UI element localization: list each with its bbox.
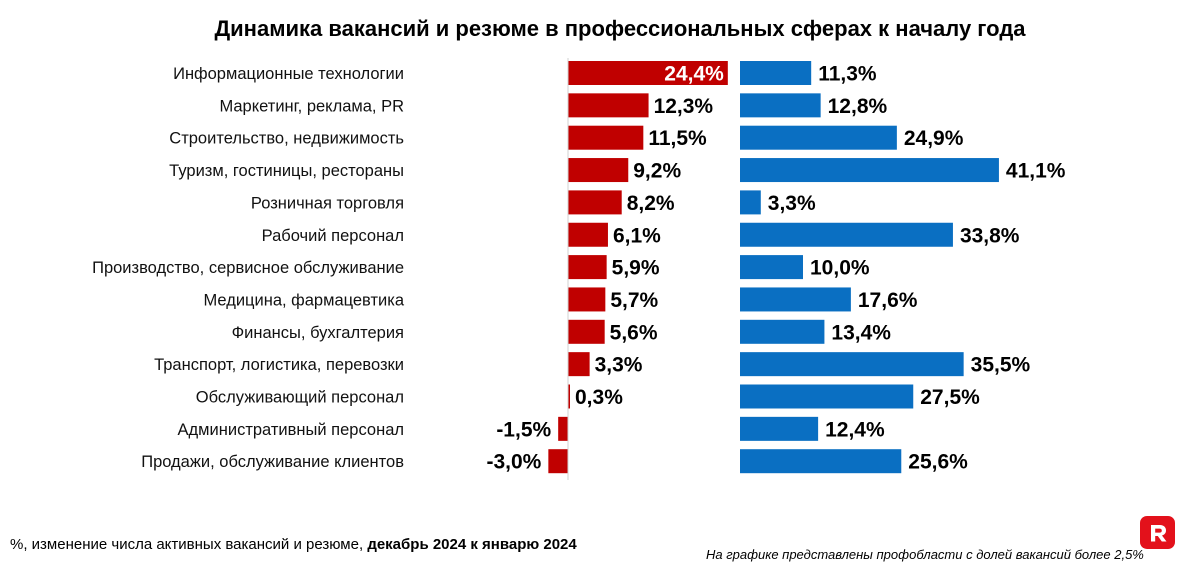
- category-label: Административный персонал: [178, 421, 404, 439]
- vacancy-value-label: 9,2%: [633, 160, 681, 183]
- logo-r-icon: [1150, 524, 1166, 541]
- vacancy-bar: [568, 158, 629, 183]
- category-label: Финансы, бухгалтерия: [232, 324, 404, 342]
- category-label: Информационные технологии: [173, 65, 404, 83]
- vacancy-bar: [558, 416, 568, 441]
- resume-bar: [740, 416, 819, 441]
- vacancy-value-label: 8,2%: [627, 192, 675, 215]
- brand-logo: [1140, 516, 1175, 549]
- vacancy-value-label: 12,3%: [654, 95, 714, 118]
- resume-bar: [740, 190, 761, 215]
- category-label: Транспорт, логистика, перевозки: [154, 356, 404, 374]
- vacancy-value-label: 24,4%: [664, 63, 724, 86]
- resume-value-label: 10,0%: [810, 257, 870, 280]
- footnote-prefix: %, изменение числа активных вакансий и р…: [10, 536, 368, 553]
- vacancy-bar: [568, 93, 649, 118]
- category-label: Производство, сервисное обслуживание: [92, 259, 404, 277]
- footnote-period: декабрь 2024 к январю 2024: [367, 536, 577, 553]
- resume-value-label: 17,6%: [858, 289, 918, 312]
- resume-value-label: 25,6%: [908, 451, 968, 474]
- resume-value-label: 11,3%: [818, 63, 877, 86]
- resume-value-label: 13,4%: [831, 321, 891, 344]
- resume-bar: [740, 255, 803, 280]
- resume-bar: [740, 222, 953, 247]
- category-labels: Информационные технологии Маркетинг, рекл…: [92, 65, 405, 471]
- vacancy-value-label: 5,9%: [612, 257, 660, 280]
- resume-value-label: 35,5%: [971, 354, 1031, 377]
- resume-value-label: 3,3%: [768, 192, 816, 215]
- vacancy-bars: 24,4% 12,3% 11,5% 9,2% 8,2% 6,1% 5,9% 5,7% 5,6% 3…: [486, 61, 728, 474]
- category-label: Продажи, обслуживание клиентов: [141, 453, 404, 471]
- category-label: Обслуживающий персонал: [196, 389, 404, 407]
- category-label: Строительство, недвижимость: [169, 130, 404, 148]
- resume-value-label: 41,1%: [1006, 160, 1066, 183]
- vacancy-bar: [568, 222, 608, 247]
- vacancy-bar: [568, 190, 622, 215]
- vacancy-bar: [568, 319, 605, 344]
- resume-bar: [740, 352, 964, 377]
- vacancy-bar: [568, 255, 607, 280]
- vacancy-bar: [568, 287, 606, 312]
- vacancy-value-label: 0,3%: [575, 386, 623, 409]
- category-label: Рабочий персонал: [262, 227, 404, 245]
- resume-value-label: 12,4%: [825, 418, 885, 441]
- resume-bar: [740, 384, 914, 409]
- vacancy-bar: [568, 352, 590, 377]
- category-label: Маркетинг, реклама, PR: [219, 97, 404, 115]
- resume-bar: [740, 449, 902, 474]
- resume-bar: [740, 319, 825, 344]
- category-label: Медицина, фармацевтика: [203, 291, 404, 309]
- resume-bar: [740, 125, 897, 150]
- footnote-note: На графике представлены профобласти с до…: [706, 547, 1144, 562]
- vacancy-bar: [568, 61, 728, 85]
- vacancy-value-label: -3,0%: [486, 451, 541, 474]
- vacancy-value-label: 6,1%: [613, 224, 661, 247]
- resume-bar: [740, 287, 851, 312]
- vacancy-bar: [568, 384, 570, 409]
- vacancy-value-label: 5,6%: [610, 321, 658, 344]
- resume-bars: 11,3% 12,8% 24,9% 41,1% 3,3% 33,8% 10,0% 17,6% 1…: [740, 61, 1066, 474]
- vacancy-bar: [548, 449, 568, 474]
- resume-bar: [740, 158, 999, 183]
- resume-value-label: 24,9%: [904, 127, 964, 150]
- chart-title: Динамика вакансий и резюме в профессиона…: [214, 16, 1026, 41]
- resume-value-label: 27,5%: [920, 386, 980, 409]
- resume-value-label: 33,8%: [960, 224, 1020, 247]
- category-label: Туризм, гостиницы, рестораны: [169, 162, 404, 180]
- vacancy-value-label: 3,3%: [595, 354, 643, 377]
- footnote-caption: %, изменение числа активных вакансий и р…: [10, 536, 577, 553]
- resume-bar: [740, 93, 821, 118]
- resume-value-label: 12,8%: [828, 95, 888, 118]
- resume-bar: [740, 61, 812, 85]
- category-label: Розничная торговля: [251, 194, 404, 212]
- vacancy-bar: [568, 125, 644, 150]
- vacancy-value-label: -1,5%: [496, 418, 551, 441]
- vacancy-value-label: 11,5%: [648, 127, 707, 150]
- vacancy-value-label: 5,7%: [610, 289, 658, 312]
